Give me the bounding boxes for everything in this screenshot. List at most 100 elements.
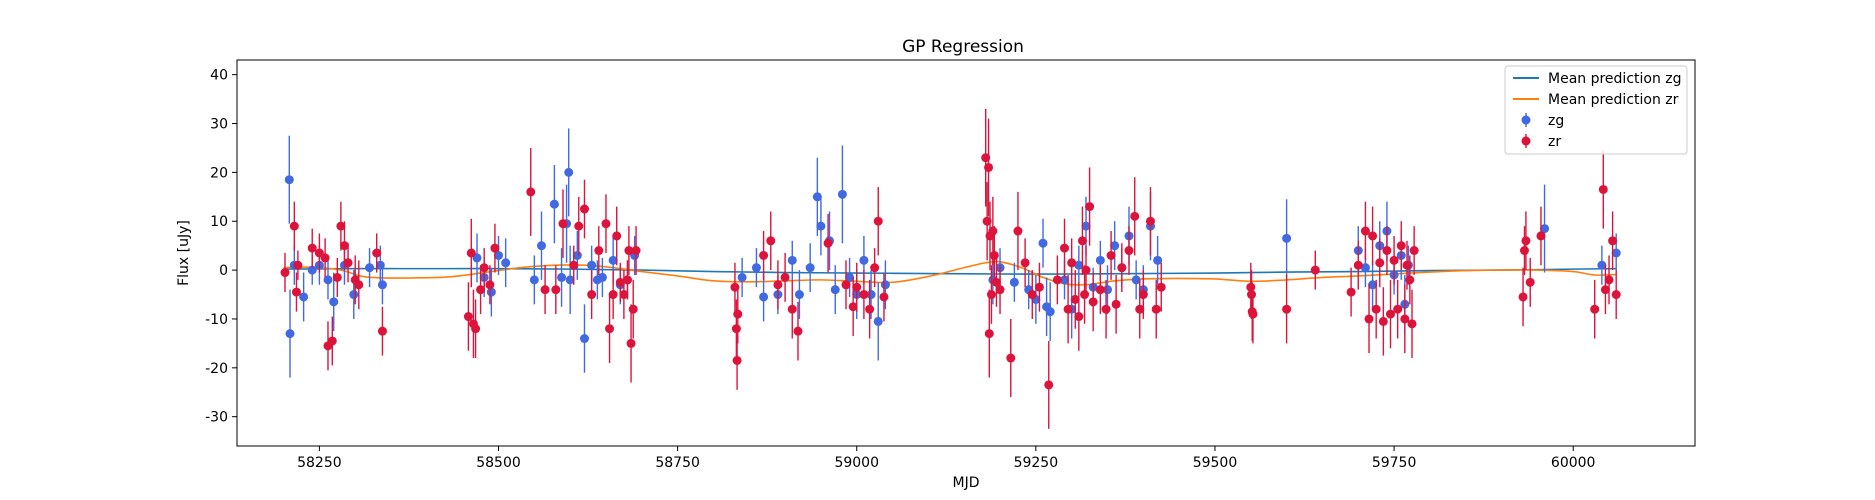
data-point xyxy=(1111,299,1121,309)
y-tick-label: -20 xyxy=(205,361,228,377)
data-point xyxy=(773,280,783,290)
data-point xyxy=(1382,246,1392,256)
data-point xyxy=(1521,236,1531,246)
data-point xyxy=(1117,263,1127,273)
data-point xyxy=(812,192,822,202)
data-point xyxy=(859,290,869,300)
data-point xyxy=(823,238,833,248)
y-axis-ticks: -30 -20 -10 0 10 20 30 40 xyxy=(205,68,237,426)
data-point xyxy=(737,272,747,282)
x-tick-label: 58500 xyxy=(476,455,521,471)
data-point xyxy=(1060,243,1070,253)
data-point xyxy=(1368,280,1378,290)
y-tick-label: 10 xyxy=(210,214,228,230)
data-point xyxy=(569,260,579,270)
data-point xyxy=(501,258,511,268)
legend-label: Mean prediction zg xyxy=(1548,71,1682,87)
data-point xyxy=(1393,304,1403,314)
data-point xyxy=(289,221,299,231)
data-point xyxy=(551,285,561,295)
data-point xyxy=(1006,353,1016,363)
data-point xyxy=(1248,309,1258,319)
data-point xyxy=(1103,285,1113,295)
data-point xyxy=(293,260,303,270)
data-point xyxy=(332,272,342,282)
mean-prediction-line xyxy=(283,267,1617,275)
data-point xyxy=(579,334,589,344)
y-tick-label: 30 xyxy=(210,117,228,133)
data-point xyxy=(280,268,290,278)
data-point xyxy=(1106,250,1116,260)
data-point xyxy=(377,326,387,336)
data-point xyxy=(536,241,546,251)
data-point xyxy=(1095,285,1105,295)
plot-frame xyxy=(236,59,1696,447)
data-point xyxy=(766,236,776,246)
legend-label: zr xyxy=(1548,134,1561,150)
legend-label: Mean prediction zr xyxy=(1548,92,1679,108)
data-point xyxy=(879,292,889,302)
data-point xyxy=(1611,290,1621,300)
y-tick-label: 40 xyxy=(210,68,228,84)
data-point xyxy=(1013,226,1023,236)
data-point xyxy=(986,290,996,300)
data-point xyxy=(733,309,743,319)
data-point xyxy=(731,324,741,334)
data-point xyxy=(557,272,567,282)
data-point xyxy=(1247,290,1257,300)
data-point xyxy=(1608,236,1618,246)
data-point xyxy=(558,219,568,229)
data-point xyxy=(377,280,387,290)
data-point xyxy=(1052,275,1062,285)
data-point xyxy=(1540,224,1550,234)
data-point xyxy=(1310,265,1320,275)
x-tick-label: 59750 xyxy=(1372,455,1417,471)
data-point xyxy=(780,272,790,282)
data-point xyxy=(597,272,607,282)
data-point xyxy=(1110,241,1120,251)
data-point xyxy=(471,324,481,334)
data-point xyxy=(751,263,761,273)
data-point xyxy=(830,285,840,295)
data-point xyxy=(1371,304,1381,314)
data-point xyxy=(1063,304,1073,314)
data-point xyxy=(307,243,317,253)
data-point xyxy=(866,290,876,300)
data-point xyxy=(988,226,998,236)
data-point xyxy=(1038,238,1048,248)
data-point xyxy=(1405,275,1415,285)
data-point xyxy=(852,282,862,292)
data-point xyxy=(594,246,604,256)
data-point xyxy=(984,162,994,172)
data-point xyxy=(1389,255,1399,265)
data-point xyxy=(991,277,1001,287)
data-point xyxy=(626,338,636,348)
data-point xyxy=(1135,304,1145,314)
data-point xyxy=(327,336,337,346)
chart-title: GP Regression xyxy=(902,37,1024,57)
data-point xyxy=(494,250,504,260)
data-point xyxy=(343,258,353,268)
data-points xyxy=(280,108,1621,429)
data-point xyxy=(564,167,574,177)
data-point xyxy=(837,189,847,199)
data-point xyxy=(1378,316,1388,326)
data-point xyxy=(1020,258,1030,268)
data-point xyxy=(1009,277,1019,287)
data-point xyxy=(1400,314,1410,324)
data-point xyxy=(1131,275,1141,285)
data-point xyxy=(565,275,575,285)
plot-area xyxy=(236,59,1696,447)
data-point xyxy=(870,263,880,273)
data-point xyxy=(873,216,883,226)
data-point xyxy=(1360,226,1370,236)
data-point xyxy=(865,304,875,314)
data-point xyxy=(1085,202,1095,212)
data-point xyxy=(615,277,625,287)
legend: Mean prediction zg Mean prediction zr zg zr xyxy=(1504,65,1688,155)
data-point xyxy=(1604,275,1614,285)
data-point xyxy=(540,285,550,295)
data-point xyxy=(873,316,883,326)
data-point xyxy=(1074,260,1084,270)
